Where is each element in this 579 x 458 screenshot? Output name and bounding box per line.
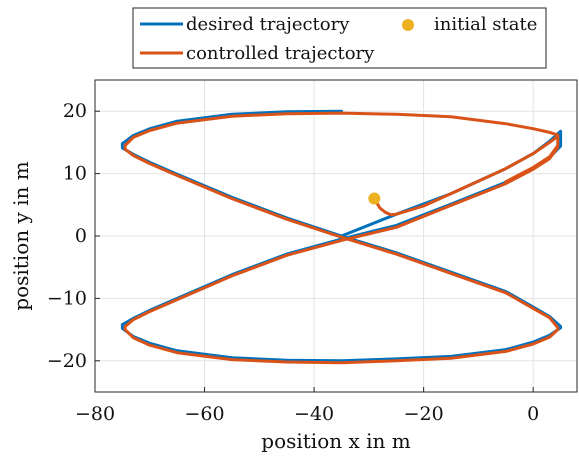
x-tick-label: −80: [75, 403, 115, 425]
legend-label-initial: initial state: [434, 14, 537, 35]
y-axis-label: position y in m: [9, 161, 33, 311]
series-line-1: [123, 111, 560, 365]
legend-label-desired: desired trajectory: [186, 14, 350, 35]
legend: desired trajectory controlled trajectory…: [132, 7, 547, 69]
x-tick-label: −40: [294, 403, 334, 425]
y-tick-label: 0: [75, 225, 87, 247]
y-axis: −20 −10 0 10 20: [47, 100, 100, 372]
x-tick-label: −60: [184, 403, 224, 425]
y-tick-label: −10: [47, 287, 87, 309]
x-axis-label: position x in m: [261, 429, 410, 453]
legend-label-controlled: controlled trajectory: [186, 43, 375, 64]
x-tick-label: 0: [527, 403, 539, 425]
legend-marker-initial: [402, 19, 414, 31]
x-axis: −80 −60 −40 −20 0: [75, 387, 539, 425]
y-tick-label: 20: [63, 100, 87, 122]
y-tick-label: 10: [63, 163, 87, 185]
y-tick-label: −20: [47, 350, 87, 372]
initial-state-marker: [368, 192, 381, 205]
legend-box: [132, 7, 547, 69]
series-layer: [120, 109, 563, 365]
x-tick-label: −20: [404, 403, 444, 425]
